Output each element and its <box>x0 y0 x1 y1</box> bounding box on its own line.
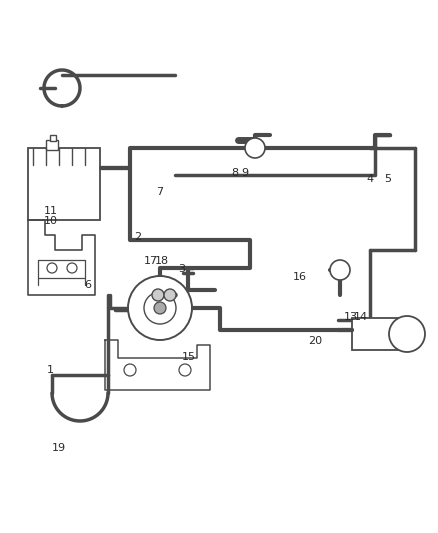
Circle shape <box>154 302 166 314</box>
Circle shape <box>67 263 77 273</box>
Bar <box>46 140 58 150</box>
Circle shape <box>245 138 265 158</box>
Text: 9: 9 <box>242 168 249 178</box>
Circle shape <box>124 364 136 376</box>
Text: 14: 14 <box>354 312 368 322</box>
Bar <box>28 148 100 220</box>
Text: 20: 20 <box>308 336 322 346</box>
Text: 13: 13 <box>343 312 357 322</box>
Bar <box>352 318 407 350</box>
Text: 6: 6 <box>84 280 91 290</box>
Text: 2: 2 <box>134 232 141 242</box>
Circle shape <box>164 289 176 301</box>
Circle shape <box>152 289 164 301</box>
Text: 15: 15 <box>181 352 195 362</box>
Text: 19: 19 <box>52 443 66 453</box>
Text: 11: 11 <box>43 206 57 215</box>
Text: 5: 5 <box>384 174 391 183</box>
Circle shape <box>144 292 176 324</box>
Text: 17: 17 <box>144 256 158 266</box>
Circle shape <box>47 263 57 273</box>
Text: 8: 8 <box>231 168 238 178</box>
Text: 1: 1 <box>47 366 54 375</box>
Circle shape <box>389 316 425 352</box>
Circle shape <box>179 364 191 376</box>
Text: 16: 16 <box>293 272 307 282</box>
Bar <box>50 135 56 141</box>
Text: 3: 3 <box>178 264 185 274</box>
Text: 4: 4 <box>367 174 374 183</box>
Text: 10: 10 <box>43 216 57 226</box>
Circle shape <box>330 260 350 280</box>
Circle shape <box>128 276 192 340</box>
Text: 18: 18 <box>155 256 169 266</box>
Text: 7: 7 <box>156 187 163 197</box>
